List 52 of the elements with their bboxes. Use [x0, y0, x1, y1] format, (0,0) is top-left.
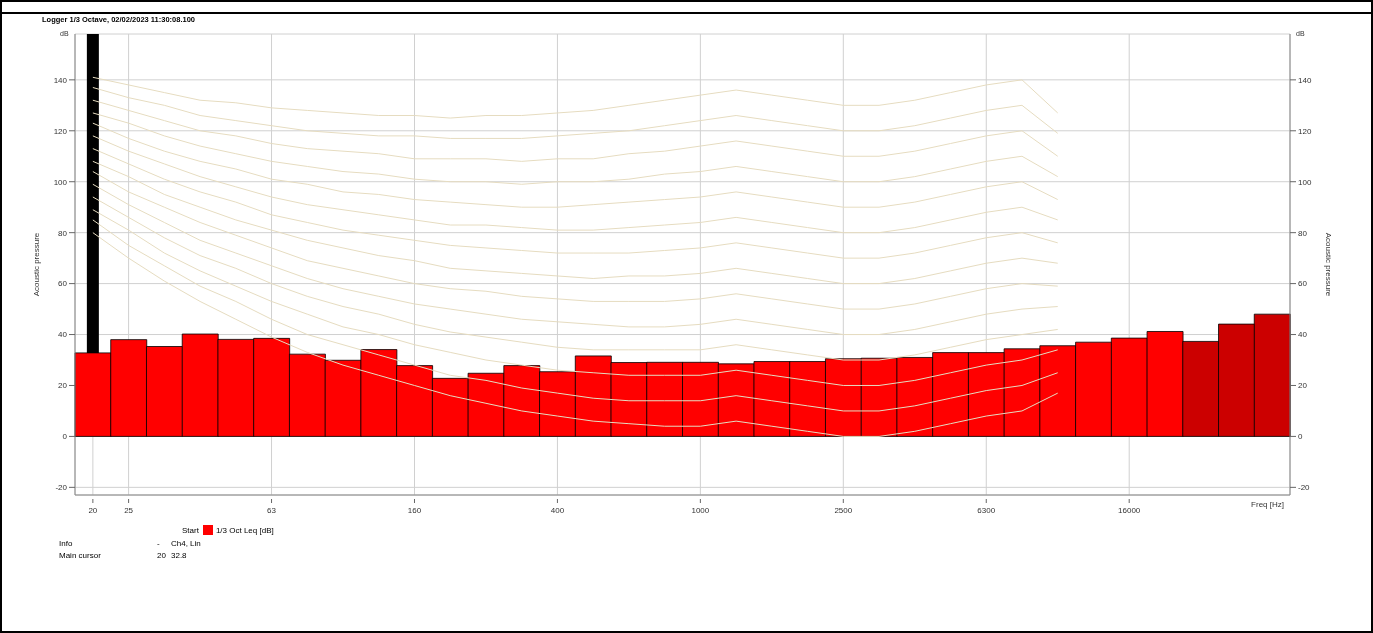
y-tick-label: 20: [58, 381, 68, 391]
text: 32.8: [171, 551, 188, 560]
line-series: [92, 219, 1059, 412]
y2-tick-label: 0: [1298, 432, 1303, 442]
y-tick-label: 100: [53, 177, 68, 187]
line-series: [92, 99, 1059, 162]
line-series: [92, 183, 1059, 336]
y-tick-label: 40: [58, 330, 68, 340]
y2-tick-label: 20: [1298, 381, 1308, 391]
text: Ch4, Lin: [171, 539, 201, 548]
legend-label: 1/3 Oct Leq [dB]: [215, 525, 274, 535]
x-tick-label: 16000: [1118, 506, 1141, 515]
x-tick-label: 25: [124, 506, 134, 515]
line-series: [92, 135, 1059, 234]
line-series: [92, 160, 1059, 285]
x-tick-label: 400: [550, 506, 565, 515]
line-series: [92, 122, 1059, 208]
x-tick-label: 6300: [977, 506, 996, 515]
y-axis-title: Acoustic pressure: [31, 232, 41, 297]
y2-tick-label: 60: [1298, 279, 1308, 289]
text: Start: [182, 525, 199, 535]
y2-axis-title: Acoustic pressure: [1324, 232, 1334, 297]
y-tick-label: 60: [58, 279, 68, 289]
y-tick-label: 140: [53, 75, 68, 85]
y2-tick-label: 80: [1298, 228, 1308, 238]
y2-tick-label: 140: [1298, 75, 1312, 85]
x-axis-title: Freq [Hz]: [1251, 499, 1284, 509]
line-series: [92, 76, 1059, 119]
line-series: [92, 86, 1059, 139]
y-tick-label: 120: [53, 126, 68, 136]
text: Info: [59, 539, 74, 548]
y2-tick-label: 100: [1298, 177, 1312, 187]
x-tick-label: 1000: [691, 506, 710, 515]
line-series: [92, 232, 1059, 437]
y2-tick-label: -20: [1298, 483, 1311, 493]
text: 20: [157, 551, 167, 560]
text: Main cursor: [59, 551, 102, 560]
y2-tick-label: 40: [1298, 330, 1308, 340]
line-series: [92, 196, 1059, 361]
line-series: [92, 171, 1059, 310]
line-series: [92, 148, 1059, 259]
text: -: [157, 539, 161, 548]
y-tick-label: -20: [55, 483, 68, 493]
x-tick-label: 2500: [834, 506, 853, 515]
y-tick-label: 0: [62, 432, 68, 442]
line-series: [92, 112, 1059, 185]
x-tick-label: 63: [267, 506, 277, 515]
y-tick-label: 80: [58, 228, 68, 238]
x-tick-label: 20: [88, 506, 98, 515]
line-series: [92, 209, 1059, 386]
x-tick-label: 160: [407, 506, 422, 515]
y2-tick-label: 120: [1298, 126, 1312, 136]
